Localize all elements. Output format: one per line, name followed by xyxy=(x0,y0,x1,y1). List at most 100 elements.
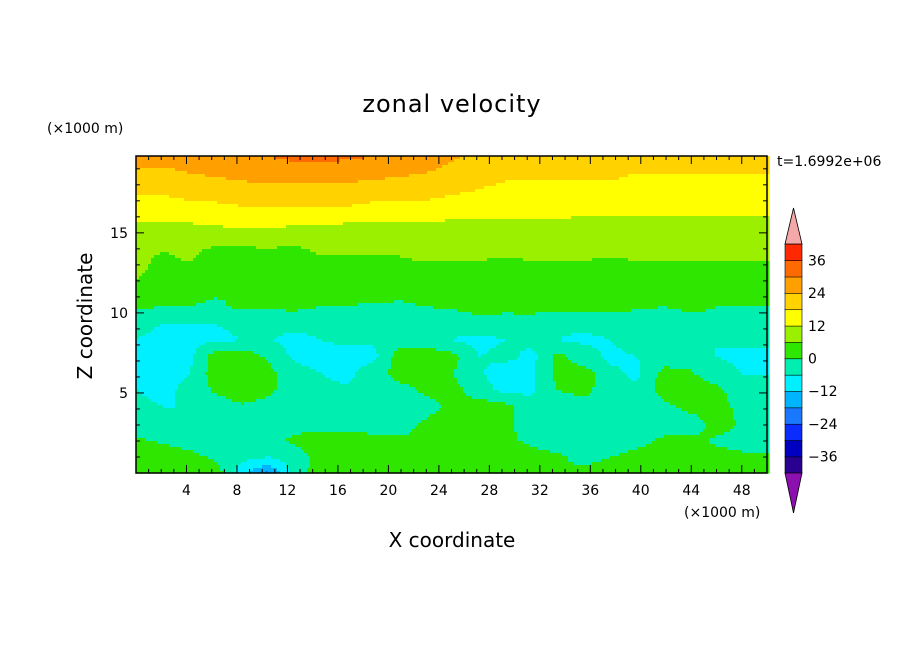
contour-cell xyxy=(553,363,578,367)
contour-cell xyxy=(496,336,563,340)
contour-cell xyxy=(514,405,677,409)
contour-cell xyxy=(199,252,317,256)
contour-cell xyxy=(136,417,428,421)
contour-cell xyxy=(193,363,209,367)
contour-cell xyxy=(136,333,146,337)
contour-cell xyxy=(271,366,311,370)
contour-cell xyxy=(640,372,659,376)
contour-cell xyxy=(619,177,770,181)
contour-cell xyxy=(412,258,488,262)
contour-cell xyxy=(232,333,284,337)
contour-cell xyxy=(136,396,149,400)
contour-cell xyxy=(610,339,770,343)
contour-cell xyxy=(286,225,770,229)
contour-cell xyxy=(373,360,392,364)
contour-cell xyxy=(334,342,467,346)
contour-cell xyxy=(655,438,710,442)
contour-cell xyxy=(514,423,707,427)
contour-cell xyxy=(592,369,623,373)
contour-cell xyxy=(139,276,770,280)
contour-cell xyxy=(175,168,437,172)
contour-cell xyxy=(535,363,554,367)
contour-cell xyxy=(604,357,638,361)
contour-cell xyxy=(418,423,515,427)
contour-cell xyxy=(223,327,770,331)
contour-cell xyxy=(310,462,575,466)
contour-cell xyxy=(145,438,287,442)
contour-cell xyxy=(193,258,413,262)
contour-cell xyxy=(136,297,215,301)
contour-cell xyxy=(136,411,437,415)
contour-cell xyxy=(289,354,380,358)
contour-cell xyxy=(514,414,698,418)
contour-cell xyxy=(292,435,518,439)
contour-cell xyxy=(325,375,356,379)
contour-cell xyxy=(286,348,377,352)
contour-cell xyxy=(448,162,770,166)
contour-cell xyxy=(505,402,671,406)
contour-cell xyxy=(181,381,209,385)
contour-cell xyxy=(577,363,611,367)
contour-cell xyxy=(682,309,707,313)
colorbar-tick-label: 24 xyxy=(808,286,826,302)
contour-cell xyxy=(136,159,290,163)
contour-cell xyxy=(565,354,602,358)
contour-cell xyxy=(592,387,656,391)
contour-cell xyxy=(715,348,770,352)
contour-cell xyxy=(466,342,500,346)
contour-cell xyxy=(205,372,278,376)
contour-cell xyxy=(568,456,611,460)
contour-cell xyxy=(184,378,209,382)
contour-cell xyxy=(424,393,467,397)
contour-cell xyxy=(136,378,185,382)
contour-cell xyxy=(562,336,605,340)
contour-cell xyxy=(136,342,206,346)
contour-cell xyxy=(517,435,665,439)
contour-cell xyxy=(187,171,428,175)
contour-cell xyxy=(394,351,452,355)
contour-cell xyxy=(709,441,770,445)
contour-cell xyxy=(274,156,365,160)
contour-cell xyxy=(289,468,308,472)
contour-cell xyxy=(136,168,176,172)
contour-cell xyxy=(175,396,227,400)
contour-cell xyxy=(256,246,278,250)
contour-cell xyxy=(322,372,356,376)
contour-cell xyxy=(715,435,770,439)
contour-cell xyxy=(532,393,575,397)
contour-cell xyxy=(610,456,770,460)
contour-cell xyxy=(277,336,317,340)
y-unit-label: (×1000 m) xyxy=(47,121,123,137)
contour-cell xyxy=(136,282,770,286)
contour-cell xyxy=(358,303,416,307)
contour-cell xyxy=(136,249,203,253)
contour-cell xyxy=(601,351,626,355)
contour-cell xyxy=(553,360,572,364)
contour-cell xyxy=(136,228,770,232)
contour-cell xyxy=(136,207,770,211)
contour-cell xyxy=(283,345,374,349)
contour-cell xyxy=(136,324,161,328)
contour-cell xyxy=(196,351,215,355)
contour-cell xyxy=(460,192,770,196)
contour-cell xyxy=(157,441,290,445)
contour-cell xyxy=(136,318,770,322)
contour-cell xyxy=(181,447,302,451)
contour-cell xyxy=(538,357,554,361)
contour-cell xyxy=(295,360,374,364)
contour-cell xyxy=(514,426,707,430)
contour-cell xyxy=(592,390,656,394)
contour-cell xyxy=(136,180,248,184)
contour-cell xyxy=(205,342,281,346)
contour-cell xyxy=(733,408,770,412)
x-tick-label: 36 xyxy=(581,483,599,499)
contour-cell xyxy=(733,417,770,421)
contour-cell xyxy=(526,348,533,352)
contour-cell xyxy=(706,423,737,427)
x-tick-label: 12 xyxy=(279,483,297,499)
contour-cell xyxy=(550,450,629,454)
contour-cell xyxy=(154,255,176,259)
contour-cell xyxy=(136,165,443,169)
contour-cell xyxy=(736,423,770,427)
